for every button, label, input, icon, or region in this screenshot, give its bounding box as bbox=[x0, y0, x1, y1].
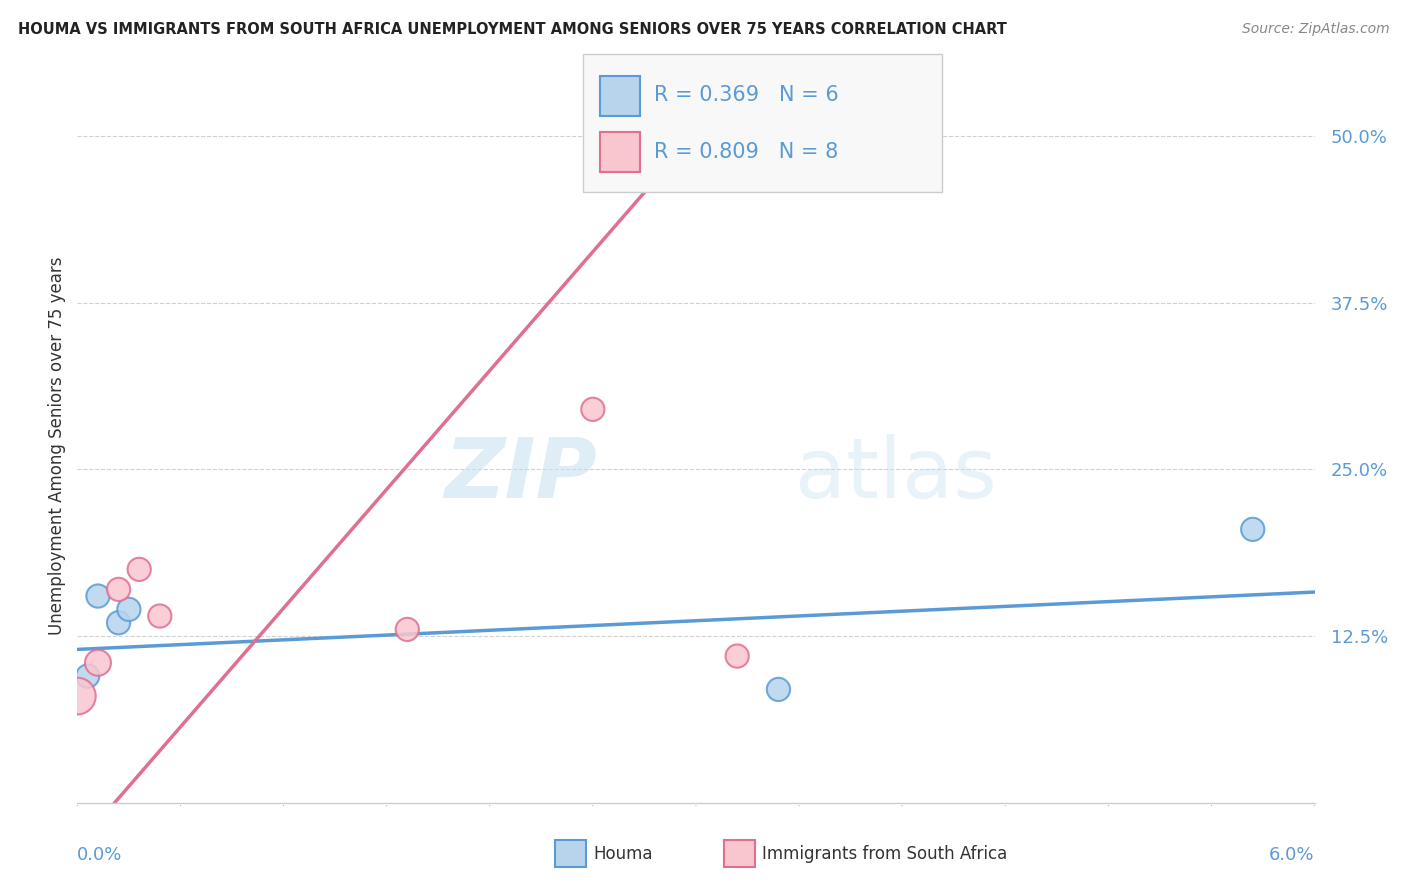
Text: HOUMA VS IMMIGRANTS FROM SOUTH AFRICA UNEMPLOYMENT AMONG SENIORS OVER 75 YEARS C: HOUMA VS IMMIGRANTS FROM SOUTH AFRICA UN… bbox=[18, 22, 1007, 37]
Point bbox=[128, 562, 150, 576]
Point bbox=[1241, 522, 1264, 536]
Point bbox=[396, 623, 419, 637]
Point bbox=[107, 582, 129, 597]
Text: Source: ZipAtlas.com: Source: ZipAtlas.com bbox=[1241, 22, 1389, 37]
Text: R = 0.369   N = 6: R = 0.369 N = 6 bbox=[654, 86, 838, 105]
Point bbox=[76, 669, 98, 683]
Text: 0.0%: 0.0% bbox=[77, 846, 122, 863]
Point bbox=[107, 615, 129, 630]
Text: ZIP: ZIP bbox=[444, 434, 598, 515]
Y-axis label: Unemployment Among Seniors over 75 years: Unemployment Among Seniors over 75 years bbox=[48, 257, 66, 635]
Point bbox=[87, 656, 110, 670]
Point bbox=[582, 402, 605, 417]
Text: Immigrants from South Africa: Immigrants from South Africa bbox=[762, 845, 1007, 863]
Point bbox=[87, 589, 110, 603]
Text: 6.0%: 6.0% bbox=[1270, 846, 1315, 863]
Point bbox=[149, 609, 172, 624]
Text: Houma: Houma bbox=[593, 845, 652, 863]
Text: R = 0.809   N = 8: R = 0.809 N = 8 bbox=[654, 142, 838, 161]
Point bbox=[66, 689, 89, 703]
Point bbox=[725, 649, 748, 664]
Text: atlas: atlas bbox=[794, 434, 997, 515]
Point bbox=[118, 602, 141, 616]
Point bbox=[768, 682, 790, 697]
